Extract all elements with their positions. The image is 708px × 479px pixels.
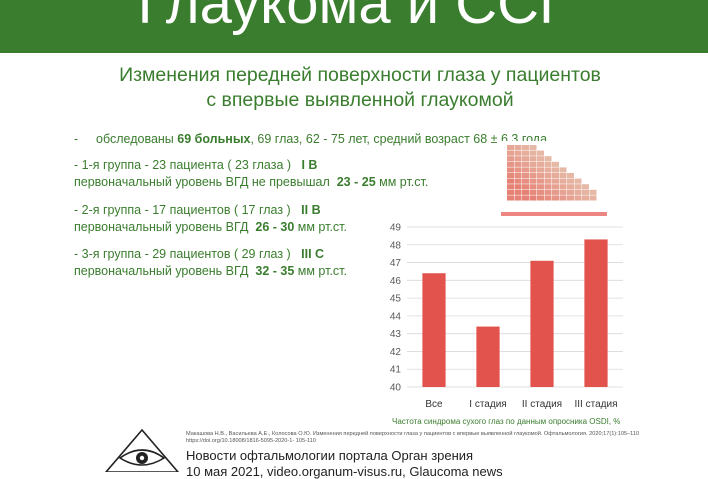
group-3: - 3-я группа - 29 пациентов ( 29 глаз ) … [74, 246, 347, 280]
group-2-iop-label: первоначальный уровень ВГД [74, 220, 249, 234]
group-3-title: - 3-я группа - 29 пациентов ( 29 глаз ) [74, 247, 291, 261]
osdi-score-table-thumbnail [497, 141, 612, 219]
chart-y-ticks: 40 41 42 43 44 45 46 47 48 49 [390, 223, 402, 394]
x-category-label: III стадия [575, 399, 618, 410]
bar-3 [584, 239, 608, 387]
group-2: - 2-я группа - 17 пациентов ( 17 глаз ) … [74, 202, 347, 236]
y-tick-label: 40 [390, 383, 402, 394]
y-tick-label: 41 [390, 365, 402, 376]
intro-line: обследованы 69 больных, 69 глаз, 62 - 75… [96, 131, 547, 148]
intro-bold: 69 больных [177, 132, 251, 146]
y-tick-label: 43 [390, 329, 402, 340]
y-tick-label: 42 [390, 347, 402, 358]
eye-logo-icon [104, 428, 180, 472]
intro-lead: обследованы [96, 132, 178, 146]
y-tick-label: 45 [390, 294, 402, 305]
group-1-unit: мм рт.ст. [375, 175, 429, 189]
footer-line-1: Новости офтальмологии портала Орган зрен… [186, 448, 474, 463]
group-1-iop: 23 - 25 [336, 175, 376, 189]
group-1-iop-label: первоначальный уровень ВГД не превышал [74, 175, 330, 189]
slide-title: Глаукома и ССГ [137, 0, 571, 36]
reference-line-1: Макашова Н.В., Васильева А.Е., Колосова … [186, 431, 640, 437]
y-tick-label: 49 [390, 223, 402, 234]
slide-subtitle: Изменения передней поверхности глаза у п… [40, 63, 680, 113]
chart-caption: Частота синдрома сухого глаз по данным о… [392, 417, 621, 426]
group-3-stage: III C [301, 247, 325, 261]
osdi-bar-chart: 40 41 42 43 44 45 46 47 48 49 Все I стадия II стади… [390, 223, 623, 410]
x-category-label: II стадия [522, 399, 562, 410]
group-1-stage: I B [301, 158, 318, 172]
subtitle-line-2: с впервые выявленной глаукомой [206, 89, 514, 111]
y-tick-label: 47 [390, 258, 402, 269]
x-category-label: I стадия [469, 399, 506, 410]
group-2-iop: 26 - 30 [255, 220, 295, 234]
group-3-iop-label: первоначальный уровень ВГД [74, 264, 249, 278]
bar-1 [476, 326, 500, 387]
chart-x-labels: Все I стадия II стадия III стадия [425, 399, 617, 410]
bar-0 [422, 273, 446, 387]
intro-dash: - [74, 132, 79, 146]
title-banner: Глаукома и ССГ [0, 0, 708, 53]
bar-2 [530, 260, 554, 387]
y-tick-label: 46 [390, 276, 402, 287]
y-tick-label: 48 [390, 240, 402, 251]
group-2-stage: II B [301, 203, 321, 217]
reference-line-2: https://doi.org/10.18008/1816-5095-2020-… [186, 438, 316, 444]
intro-rest: , 69 глаз, 62 - 75 лет, средний возраст … [250, 132, 548, 146]
thumbnail-grid [507, 145, 597, 201]
subtitle-line-1: Изменения передней поверхности глаза у п… [119, 64, 601, 86]
chart-bars [422, 239, 608, 387]
group-2-title: - 2-я группа - 17 пациентов ( 17 глаз ) [74, 203, 291, 217]
y-tick-label: 44 [390, 311, 402, 322]
group-1-title: - 1-я группа - 23 пациента ( 23 глаза ) [74, 158, 292, 172]
group-3-unit: мм рт.ст. [294, 264, 347, 278]
reference: Макашова Н.В., Васильева А.Е., Колосова … [186, 431, 639, 445]
x-category-label: Все [425, 399, 443, 410]
group-2-unit: мм рт.ст. [294, 220, 347, 234]
group-1: - 1-я группа - 23 пациента ( 23 глаза ) … [74, 157, 428, 191]
group-3-iop: 32 - 35 [255, 264, 295, 278]
